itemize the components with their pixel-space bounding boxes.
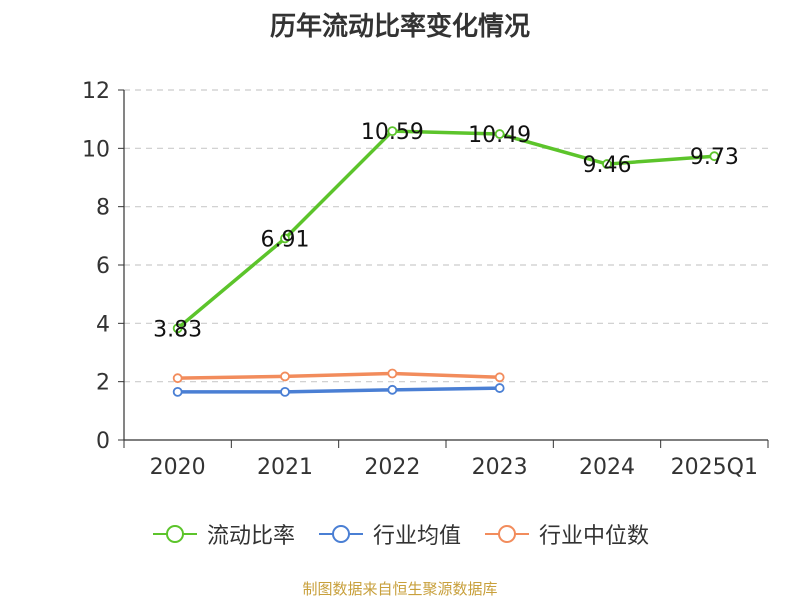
series-layer <box>172 126 720 397</box>
data-point <box>387 384 398 395</box>
x-tick-label: 2022 <box>364 455 420 480</box>
axis-layer: 0 2 4 6 8 10 12 2020 2021 2022 2023 2024 2025Q1 <box>82 79 769 480</box>
y-tick-label: 8 <box>96 196 110 221</box>
data-label: 9.46 <box>583 153 632 178</box>
x-tick-label: 2024 <box>579 455 635 480</box>
data-label: 6.91 <box>261 227 310 252</box>
data-label-layer: 3.83 6.91 10.59 10.49 9.46 9.73 <box>153 120 739 342</box>
grid-layer <box>124 89 768 383</box>
source-note: 制图数据来自恒生聚源数据库 <box>302 580 498 598</box>
legend-marker-industry-mean <box>318 525 363 543</box>
series-line-0 <box>176 129 715 330</box>
data-point <box>280 386 290 397</box>
legend-item-industry-mean[interactable]: 行业均值 <box>317 518 461 550</box>
data-label: 3.83 <box>153 317 202 342</box>
data-point <box>494 129 505 139</box>
y-tick-label: 10 <box>82 137 110 162</box>
legend-label-current-ratio: 流动比率 <box>206 524 295 549</box>
y-tick-label: 4 <box>96 312 110 337</box>
y-tick-label: 6 <box>96 254 110 279</box>
data-label: 10.49 <box>468 123 531 148</box>
legend: 流动比率 行业均值 行业中位数 <box>0 518 800 550</box>
data-point <box>387 368 398 379</box>
legend-marker-current-ratio <box>152 525 197 543</box>
data-point <box>280 233 290 244</box>
legend-marker-industry-median <box>485 525 529 543</box>
data-point <box>602 159 612 169</box>
y-tick-label: 2 <box>96 371 110 396</box>
data-label: 10.59 <box>361 120 424 145</box>
data-point <box>172 323 183 334</box>
x-tick-label: 2021 <box>257 455 313 480</box>
x-tick-label: 2025Q1 <box>671 455 758 480</box>
y-tick-label: 12 <box>82 79 110 104</box>
series-line-1 <box>177 386 500 394</box>
legend-label-industry-mean: 行业均值 <box>372 524 461 549</box>
data-point <box>494 383 505 393</box>
data-point <box>172 386 183 397</box>
x-tick-label: 2020 <box>150 455 206 480</box>
chart-title: 历年流动比率变化情况 <box>269 12 530 42</box>
series-line-2 <box>177 371 500 380</box>
data-label: 9.73 <box>690 145 739 170</box>
legend-item-current-ratio[interactable]: 流动比率 <box>151 518 295 550</box>
legend-label-industry-median: 行业中位数 <box>539 524 650 549</box>
y-tick-label: 0 <box>96 429 110 454</box>
data-point <box>494 372 505 383</box>
data-point <box>280 371 290 382</box>
data-point <box>709 151 720 162</box>
legend-item-industry-median[interactable]: 行业中位数 <box>483 518 649 550</box>
data-point <box>387 126 398 137</box>
x-tick-label: 2023 <box>472 455 528 480</box>
data-point <box>172 373 183 384</box>
